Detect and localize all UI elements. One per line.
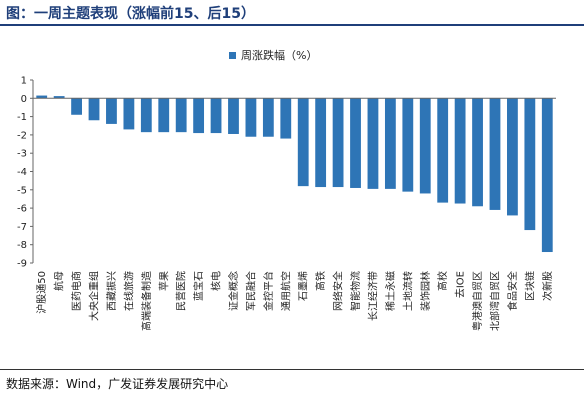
bar: [507, 98, 518, 216]
x-tick-label: 军民融合: [244, 271, 257, 311]
x-tick-label: 核电: [210, 271, 223, 291]
x-tick-label: 智能物流: [349, 271, 362, 311]
bar: [280, 98, 292, 139]
bar: [210, 98, 222, 134]
footer-rule: [0, 369, 584, 370]
bar: [140, 98, 152, 133]
y-tick-label: -9: [17, 259, 27, 270]
bar: [350, 98, 361, 188]
bar: [315, 98, 327, 188]
bar: [175, 98, 187, 133]
header: 图：一周主题表现（涨幅前15、后15）: [0, 0, 584, 26]
y-tick-label: 0: [21, 94, 27, 105]
bar: [245, 98, 257, 137]
legend-swatch: [229, 52, 236, 59]
y-tick-label: 1: [21, 76, 27, 87]
x-tick-label: 蓝宝石: [192, 271, 205, 301]
y-tick-label: -7: [17, 222, 27, 233]
bar: [36, 95, 48, 99]
x-tick-label: 石墨烯: [297, 271, 310, 301]
x-tick-label: 北部湾自贸区: [488, 271, 501, 331]
bar: [193, 98, 205, 134]
figure-title: 图：一周主题表现（涨幅前15、后15）: [6, 6, 255, 22]
x-tick-label: 民营医院: [175, 271, 188, 311]
x-tick-label: 稀土永磁: [384, 271, 397, 311]
bar: [158, 98, 170, 133]
title-rule: [0, 24, 584, 26]
bar: [106, 98, 117, 124]
y-tick-label: -2: [17, 130, 27, 141]
bar: [367, 98, 379, 189]
bar: [472, 98, 483, 207]
bar: [123, 98, 135, 130]
x-tick-label: 区块链: [523, 271, 536, 301]
bar: [524, 98, 536, 231]
bar: [489, 98, 501, 210]
x-tick-label: 高端装备制造: [140, 271, 153, 331]
x-tick-label: 长江经济带: [366, 271, 379, 321]
legend-label: 周涨跌幅（%）: [241, 48, 317, 62]
x-tick-label: 苹果: [157, 271, 170, 291]
bar: [228, 98, 239, 134]
y-tick-label: -8: [17, 240, 27, 251]
bar: [297, 98, 309, 187]
x-tick-label: 航母: [53, 271, 66, 291]
y-tick-label: -1: [17, 112, 27, 123]
x-tick-label: 医药电商: [70, 271, 83, 311]
bar: [262, 98, 274, 137]
x-tick-label: 食品安全: [506, 271, 519, 311]
bar: [541, 98, 553, 253]
x-tick-label: 高校: [436, 271, 449, 291]
bar: [454, 98, 466, 204]
x-tick-label: 金控平台: [262, 271, 275, 311]
bar: [419, 98, 431, 194]
x-tick-label: 在线旅游: [122, 271, 135, 311]
x-tick-label: 证金概念: [227, 271, 240, 311]
x-tick-label: 沪股通50: [35, 271, 48, 314]
x-tick-label: 大央企重组: [88, 271, 101, 321]
x-tick-label: 西藏振兴: [105, 271, 118, 311]
x-tick-label: 网络安全: [332, 271, 345, 311]
x-tick-label: 粤港澳自贸区: [471, 271, 484, 331]
bar: [53, 96, 65, 99]
y-tick-label: -6: [17, 204, 27, 215]
bar: [384, 98, 396, 189]
bar-chart: 周涨跌幅（%） 1 0 -1 -2 -3 -4 -5 -6 -7 -8 -9 沪股通50 航母 医药电商 大央…: [17, 48, 556, 331]
y-tick-label: -3: [17, 149, 27, 160]
bar: [88, 98, 100, 121]
x-tick-label: 次新股: [541, 271, 554, 301]
bar: [332, 98, 344, 188]
y-tick-label: -4: [17, 167, 27, 178]
x-tick-label: 装饰园林: [419, 271, 432, 311]
bar: [402, 98, 414, 192]
x-tick-label: 高铁: [314, 271, 327, 291]
bar: [71, 98, 82, 115]
y-tick-label: -5: [17, 185, 27, 196]
source-note: 数据来源：Wind，广发证券发展研究中心: [6, 377, 229, 391]
x-tick-label: 去IOE: [455, 271, 467, 298]
x-tick-label: 通用航空: [279, 271, 292, 311]
x-tick-label: 土地流转: [401, 271, 414, 311]
bar: [437, 98, 449, 203]
